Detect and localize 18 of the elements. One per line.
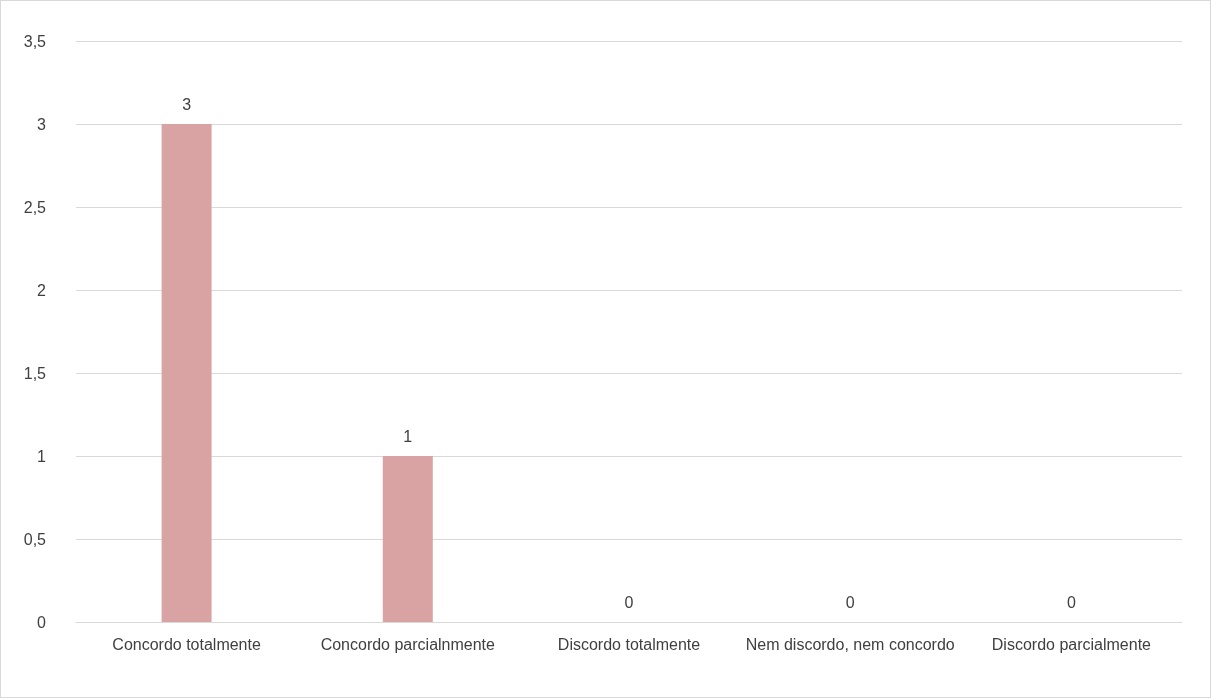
data-label: 3	[182, 95, 192, 113]
y-tick-label: 0,5	[23, 530, 47, 548]
y-tick-label: 1,5	[23, 364, 47, 382]
x-tick-label: Discordo totalmente	[557, 635, 701, 653]
y-tick-label: 2,5	[23, 198, 47, 216]
y-tick-label: 3	[37, 115, 47, 133]
data-label: 1	[403, 427, 413, 445]
x-tick-label: Discordo parcialmente	[991, 635, 1152, 653]
y-tick-label: 2	[37, 281, 47, 299]
data-label: 0	[845, 593, 855, 611]
x-tick-label: Concordo parcialnmente	[320, 635, 496, 653]
data-label: 0	[624, 593, 634, 611]
data-label: 0	[1066, 593, 1076, 611]
y-tick-label: 3,5	[23, 32, 47, 50]
x-tick-label: Nem discordo, nem concordo	[745, 635, 955, 653]
x-tick-label: Concordo totalmente	[112, 635, 261, 653]
y-tick-label: 0	[37, 613, 47, 631]
y-tick-label: 1	[37, 447, 47, 465]
